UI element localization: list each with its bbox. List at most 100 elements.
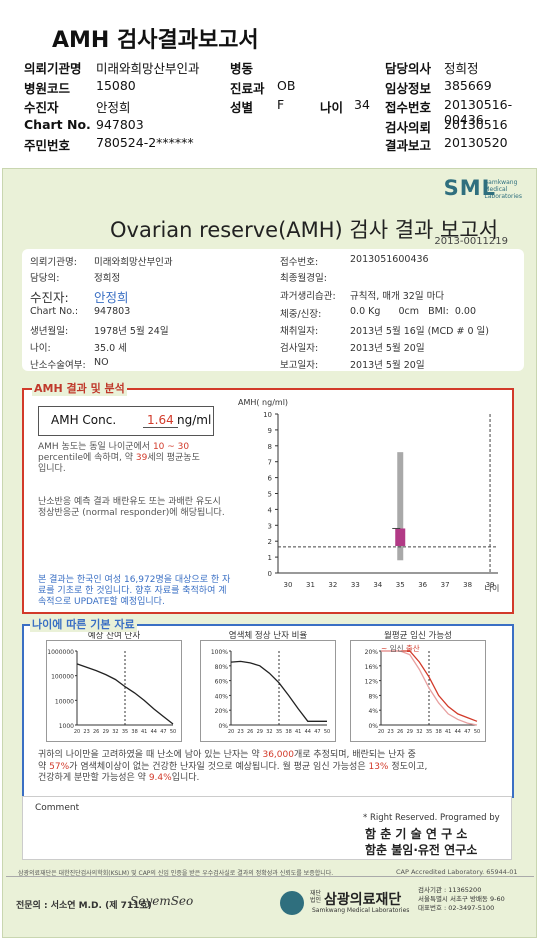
summary-text: 정도이고, (391, 761, 428, 772)
x-tick-label: 35 (276, 729, 282, 735)
contact-line: 검사기관 : 11365200 (418, 886, 482, 894)
series-line (381, 650, 478, 726)
field-label: 진료과 (230, 81, 265, 96)
x-tick-label: 35 (396, 581, 405, 589)
field-value: OB (277, 78, 296, 93)
summary-text: 귀하의 나이만을 고려하였을 때 난소에 남아 있는 난자는 약 (38, 750, 260, 760)
x-tick-label: 32 (112, 729, 118, 735)
org-name: 함 춘 기 술 연 구 소 (365, 827, 468, 841)
summary-text: 건강하게 분만할 가능성은 약 (38, 773, 146, 783)
info-value: 정희정 (94, 273, 121, 284)
amh-conc-value: 1.64 (143, 413, 178, 428)
field-value: 385669 (444, 78, 492, 93)
summary-text: 개로 추정되며, 배란되는 난자 중 (293, 750, 416, 760)
pregnancy-legend: ~ 임신 출산 (381, 644, 420, 653)
x-tick-label: 37 (441, 581, 450, 589)
patient-info-panel: 의뢰기관명: 미래와희망산부인과 담당의: 정희정 수진자: 안정희 Chart… (22, 249, 524, 371)
x-tick-label: 31 (306, 581, 315, 589)
x-tick-label: 47 (464, 729, 470, 735)
info-value: 35.0 세 (94, 343, 127, 354)
x-tick-label: 39 (486, 581, 495, 589)
y-tick-label: 20% (365, 649, 379, 656)
x-tick-label: 26 (93, 729, 99, 735)
x-tick-label: 35 (426, 729, 432, 735)
x-tick-label: 47 (314, 729, 320, 735)
amh-section-label: AMH 결과 및 분석 (32, 380, 127, 396)
field-label: 병동 (230, 61, 254, 76)
amh-iqr-box (395, 528, 406, 546)
cap-text: CAP Accredited Laboratory. 65944-01 (396, 868, 518, 876)
x-tick-label: 29 (257, 729, 263, 735)
y-tick-label: 12% (365, 679, 379, 686)
mini-chart-normal-eggs: 염색체 정상 난자 비율 0% 20% 40% 60% 80% 100% 20 23 26 29 3… (200, 631, 336, 742)
y-tick-label: 4% (368, 708, 378, 715)
field-value: 20130516 (444, 117, 508, 132)
field-label: 병원코드 (24, 81, 71, 96)
amh-chart-ylabel: AMH( ng/ml) (238, 398, 289, 407)
y-tick-label: 0% (368, 723, 378, 730)
series-line (381, 650, 478, 722)
desc-text: percentile에 속하며, 약 (38, 453, 133, 463)
data-source-note: 본 결과는 한국인 여성 16,972명을 대상으로 한 자료를 기초로 한 것… (38, 575, 231, 607)
x-tick-label: 44 (455, 729, 461, 735)
mini-chart-title: 월평균 임신 가능성 (384, 631, 452, 641)
x-tick-label: 38 (463, 581, 472, 589)
contact-info: 검사기관 : 11365200 서울특별시 서초구 방배동 9-60 대표번호 … (418, 886, 505, 913)
contact-line: 서울특별시 서초구 방배동 9-60 (418, 895, 505, 903)
summary-text: 약 (38, 761, 47, 772)
y-tick-label: 6 (268, 475, 273, 483)
y-tick-label: 40% (215, 693, 229, 700)
info-value: 2013년 5월 20일 (350, 360, 425, 371)
series-line (230, 660, 327, 722)
normal-percent: 57% (49, 761, 70, 772)
info-value: 미래와희망산부인과 (94, 257, 173, 268)
desc-text: 세의 평균농도 (147, 453, 200, 463)
amh-conc-label: AMH Conc. (51, 413, 117, 427)
contact-line: 대표번호 : 02-3497-5100 (418, 904, 495, 912)
responder-text: 난소반응 예측 결과 배란유도 또는 과배란 유도시 정상반응군 (normal… (38, 497, 225, 518)
mini-chart-title: 염색체 정상 난자 비율 (228, 631, 308, 641)
info-value: 0.0 Kg 0cm BMI: 0.00 (350, 306, 476, 317)
comment-box: Comment * Right Reserved. Programed by 함… (22, 796, 512, 860)
percentile-value: 10 ~ 30 (152, 442, 190, 452)
x-tick-label: 35 (122, 729, 128, 735)
footer-divider (6, 876, 534, 877)
logo-subtitle-line: Laboratories (484, 193, 522, 200)
amh-description: AMH 농도는 동일 나이군에서 10 ~ 30 percentile에 속하며… (38, 442, 238, 475)
x-tick-label: 41 (295, 729, 301, 735)
x-tick-label: 20 (378, 729, 384, 735)
y-tick-label: 0 (268, 570, 272, 578)
field-label: 접수번호 (385, 100, 432, 115)
page-title: AMH 검사결과보고서 (52, 28, 259, 53)
info-label: 검사일자: (280, 343, 319, 354)
org-name: 함춘 불임·유전 연구소 (365, 843, 478, 857)
info-value: 1978년 5월 24일 (94, 326, 169, 337)
info-value: 947803 (94, 306, 131, 317)
x-tick-label: 50 (170, 729, 176, 735)
birth-percent: 9.4% (148, 773, 172, 783)
x-tick-label: 23 (83, 729, 89, 735)
field-label: 수진자 (24, 100, 59, 115)
y-tick-label: 100000 (51, 674, 74, 681)
y-tick-label: 8% (368, 693, 378, 700)
field-label: 의뢰기관명 (24, 61, 82, 76)
signature: SoyemSeo (130, 894, 194, 908)
info-label: 난소수술여부: (30, 360, 86, 371)
y-tick-label: 10 (263, 411, 272, 419)
age-section-label: 나이에 따른 기본 자료 (30, 616, 137, 632)
x-tick-label: 44 (305, 729, 311, 735)
pregnancy-percent: 13% (368, 761, 389, 772)
info-value: NO (94, 357, 109, 368)
info-item: 의뢰기관명: (30, 254, 77, 268)
field-label: 임상정보 (385, 81, 432, 96)
amh-result-box: AMH Conc. 1.64 ng/ml AMH 농도는 동일 나이군에서 10… (22, 388, 514, 614)
y-tick-label: 7 (268, 459, 272, 467)
y-tick-label: 1 (268, 554, 272, 562)
y-tick-label: 1000 (59, 723, 74, 730)
y-tick-label: 100% (211, 649, 228, 656)
foundation-en: Samkwang Medical Laboratories (312, 907, 410, 914)
info-label: 채취일자: (280, 326, 319, 337)
field-value: 780524-2****** (96, 135, 194, 150)
x-tick-label: 30 (284, 581, 293, 589)
x-tick-label: 23 (237, 729, 243, 735)
